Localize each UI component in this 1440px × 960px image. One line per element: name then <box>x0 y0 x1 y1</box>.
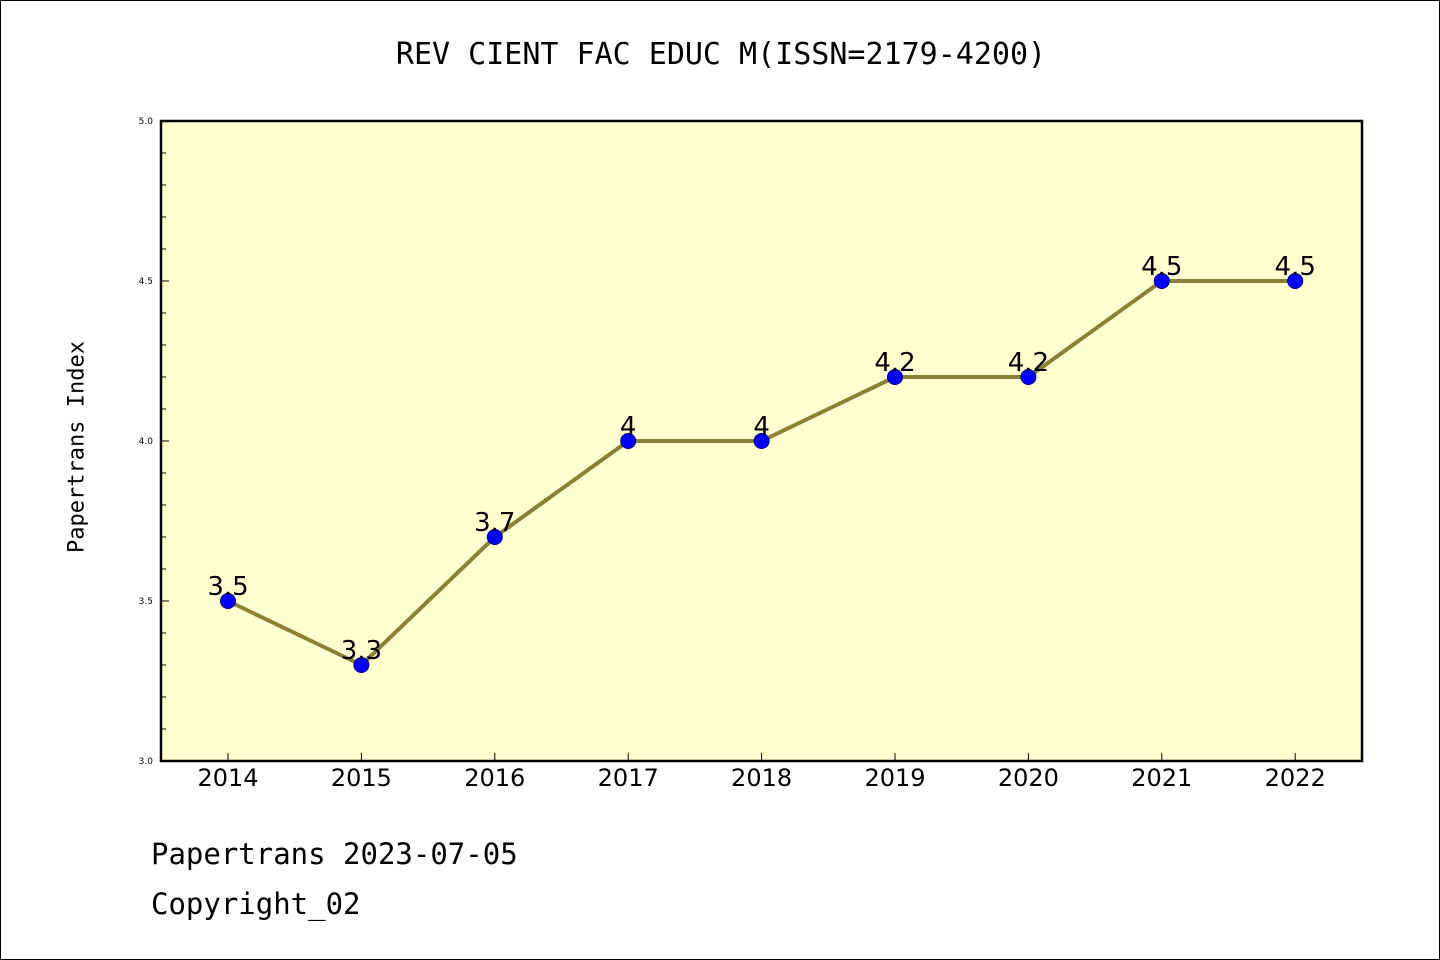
x-tick-label: 2020 <box>998 764 1059 792</box>
data-label: 3.7 <box>474 508 515 538</box>
y-tick-label: 3.5 <box>139 597 153 607</box>
data-label: 4 <box>620 412 637 442</box>
x-tick-label: 2017 <box>598 764 659 792</box>
x-tick-label: 2016 <box>464 764 525 792</box>
x-tick-label: 2021 <box>1131 764 1192 792</box>
data-point <box>1020 369 1037 385</box>
data-point <box>220 593 236 609</box>
data-point <box>486 529 503 545</box>
data-point <box>620 433 637 449</box>
data-point <box>1153 273 1170 289</box>
y-tick-label: 3.0 <box>139 757 154 767</box>
data-label: 4.2 <box>1008 348 1049 378</box>
y-tick-label: 4.5 <box>139 277 153 287</box>
y-tick-label: 5.0 <box>139 117 154 127</box>
data-point <box>1287 273 1304 289</box>
x-tick-label: 2014 <box>197 764 258 792</box>
data-label: 4.5 <box>1275 252 1316 282</box>
x-tick-label: 2015 <box>331 764 392 792</box>
data-label: 4 <box>753 412 770 442</box>
data-point <box>887 369 903 385</box>
y-tick-label: 4.0 <box>139 437 154 447</box>
chart-title: REV CIENT FAC EDUC M(ISSN=2179-4200) <box>395 37 1047 72</box>
data-label: 3.5 <box>207 572 248 602</box>
data-label: 4.2 <box>874 348 915 378</box>
x-tick-label: 2019 <box>864 764 925 792</box>
footer-date: Papertrans 2023-07-05 <box>151 837 518 871</box>
x-tick-label: 2022 <box>1265 764 1326 792</box>
data-point <box>753 433 770 449</box>
data-label: 3.3 <box>341 636 382 666</box>
footer-copyright: Copyright_02 <box>151 887 361 921</box>
data-point <box>353 657 370 673</box>
x-tick-label: 2018 <box>731 764 792 792</box>
data-label: 4.5 <box>1141 252 1182 282</box>
